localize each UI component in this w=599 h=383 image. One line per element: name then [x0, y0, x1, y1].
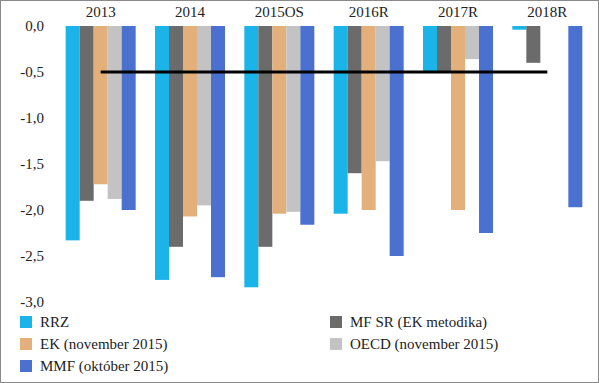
bar [451, 26, 465, 210]
y-tick-label: -0,5 [20, 64, 44, 80]
x-tick-label: 2017R [438, 4, 478, 20]
bar [423, 26, 437, 72]
legend-label: MF SR (EK metodika) [350, 314, 487, 331]
bar [155, 26, 169, 280]
frame [1, 1, 599, 383]
chart-container: 0,0 -0,5 -1,0 -1,5 -2,0 -2,5 -3,0 2013 2014 2015O… [0, 0, 599, 383]
x-tick-label: 2015OS [255, 4, 304, 20]
chart: 0,0 -0,5 -1,0 -1,5 -2,0 -2,5 -3,0 2013 2014 2015O… [0, 0, 599, 383]
bar [80, 26, 94, 201]
bar [334, 26, 348, 214]
bar [362, 26, 376, 210]
y-tick [54, 302, 56, 303]
y-tick [54, 210, 56, 211]
legend-label: OECD (november 2015) [350, 336, 498, 353]
legend-swatch [20, 338, 32, 350]
legend-swatch [20, 316, 32, 328]
bar [211, 26, 225, 277]
x-tick-label: 2018R [527, 4, 567, 20]
y-tick [54, 26, 56, 27]
plot-area [66, 26, 583, 287]
bar [286, 26, 300, 212]
bar [300, 26, 314, 225]
bar [122, 26, 136, 210]
bar [108, 26, 122, 199]
bar [66, 26, 80, 240]
bar [272, 26, 286, 214]
bar [376, 26, 390, 161]
bar [526, 26, 540, 63]
legend-label: RRZ [40, 314, 69, 330]
y-tick [54, 118, 56, 119]
y-tick-label: -3,0 [20, 294, 44, 310]
y-tick [54, 164, 56, 165]
bar [437, 26, 451, 72]
x-tick-label: 2016R [349, 4, 389, 20]
bar [390, 26, 404, 256]
legend-label: EK (november 2015) [40, 336, 167, 353]
y-tick [54, 256, 56, 257]
bar [568, 26, 582, 207]
legend-swatch [330, 338, 342, 350]
legend-label: MMF (október 2015) [40, 358, 168, 375]
bar [465, 26, 479, 59]
legend-swatch [20, 360, 32, 372]
bar [244, 26, 258, 287]
reference-line [101, 71, 548, 74]
y-tick-label: -2,0 [20, 202, 44, 218]
y-tick-label: 0,0 [25, 18, 44, 34]
x-tick-label: 2013 [86, 4, 116, 20]
x-tick-label: 2014 [175, 4, 206, 20]
y-tick-label: -1,5 [20, 156, 44, 172]
bar [512, 26, 526, 30]
bar [348, 26, 362, 173]
y-tick [54, 72, 56, 73]
bar [479, 26, 493, 233]
y-tick-label: -1,0 [20, 110, 44, 126]
bar [258, 26, 272, 247]
bar [94, 26, 108, 184]
bar [183, 26, 197, 216]
y-tick-label: -2,5 [20, 248, 44, 264]
legend-swatch [330, 316, 342, 328]
bar [169, 26, 183, 247]
bar [197, 26, 211, 205]
